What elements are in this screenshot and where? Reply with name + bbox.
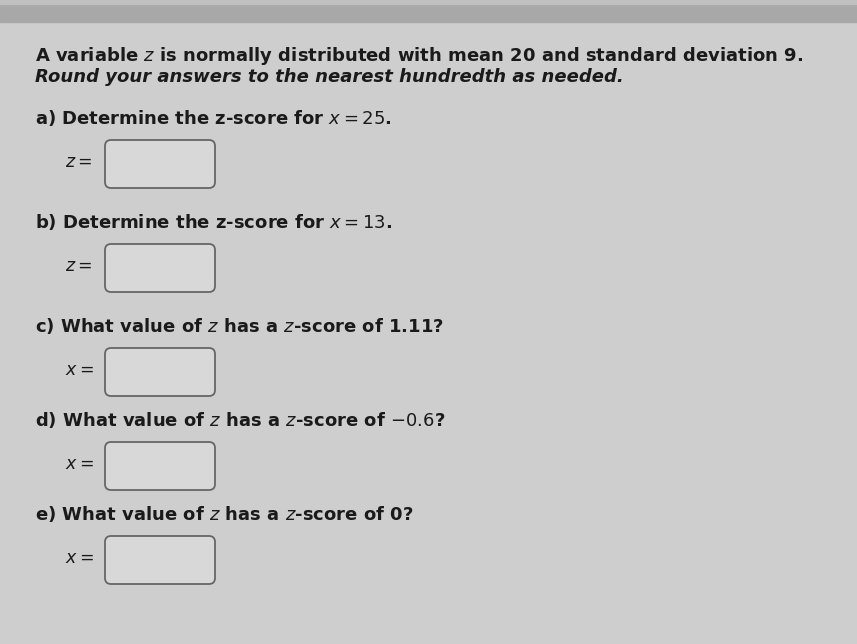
Bar (0, 0, 857, 4)
FancyBboxPatch shape (105, 348, 215, 396)
Text: d) What value of $z$ has a $z$-score of $-0.6$?: d) What value of $z$ has a $z$-score of … (35, 410, 446, 430)
Text: c) What value of $z$ has a $z$-score of 1.11?: c) What value of $z$ has a $z$-score of … (35, 316, 444, 336)
Text: $x =$: $x =$ (65, 455, 94, 473)
FancyBboxPatch shape (105, 244, 215, 292)
Text: $x =$: $x =$ (65, 361, 94, 379)
FancyBboxPatch shape (105, 442, 215, 490)
Text: a) Determine the z-score for $x = 25$.: a) Determine the z-score for $x = 25$. (35, 108, 392, 128)
Text: A variable $z$ is normally distributed with mean 20 and standard deviation 9.: A variable $z$ is normally distributed w… (35, 45, 803, 67)
Bar (0, 0, 857, 22)
Text: $x =$: $x =$ (65, 549, 94, 567)
Text: b) Determine the z-score for $x = 13$.: b) Determine the z-score for $x = 13$. (35, 212, 393, 232)
Text: $z =$: $z =$ (65, 153, 93, 171)
Text: e) What value of $z$ has a $z$-score of 0?: e) What value of $z$ has a $z$-score of … (35, 504, 414, 524)
FancyBboxPatch shape (105, 536, 215, 584)
Text: Round your answers to the nearest hundredth as needed.: Round your answers to the nearest hundre… (35, 68, 624, 86)
Text: $z =$: $z =$ (65, 257, 93, 275)
FancyBboxPatch shape (105, 140, 215, 188)
